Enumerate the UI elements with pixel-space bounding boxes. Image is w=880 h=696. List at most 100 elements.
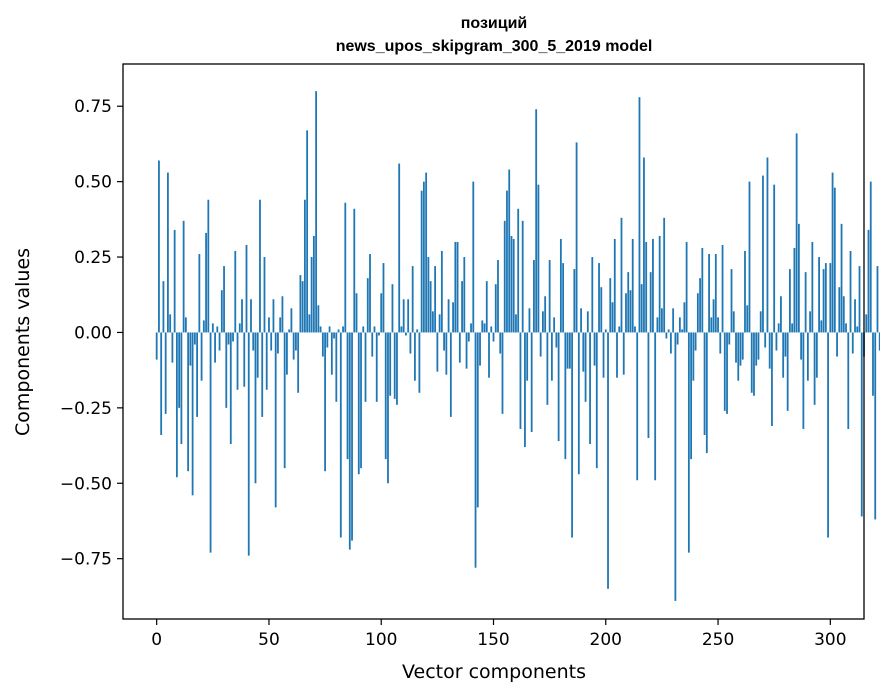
bar-295 xyxy=(818,257,820,333)
bar-109 xyxy=(400,326,403,333)
bar-266 xyxy=(753,332,755,396)
bar-151 xyxy=(494,284,497,333)
bar-225 xyxy=(661,308,663,333)
bar-31 xyxy=(225,332,228,408)
bar-9 xyxy=(175,332,178,478)
bar-188 xyxy=(577,332,580,475)
bar-303 xyxy=(836,332,838,357)
bar-211 xyxy=(629,290,632,333)
bar-16 xyxy=(191,332,194,496)
bar-44 xyxy=(254,332,257,484)
bar-51 xyxy=(270,332,273,351)
bar-194 xyxy=(591,257,594,333)
bar-4 xyxy=(164,332,167,414)
bar-36 xyxy=(236,332,239,390)
bar-10 xyxy=(178,332,181,408)
bar-190 xyxy=(582,332,585,372)
chart-title-line2: news_upos_skipgram_300_5_2019 model xyxy=(336,38,653,55)
bar-87 xyxy=(351,332,353,541)
bar-229 xyxy=(669,332,672,354)
bar-55 xyxy=(279,317,282,333)
bar-317 xyxy=(867,229,870,333)
bar-289 xyxy=(804,272,807,333)
bar-84 xyxy=(344,202,347,333)
bar-209 xyxy=(625,293,627,333)
bar-6 xyxy=(169,314,172,333)
bar-223 xyxy=(656,317,659,333)
bar-251 xyxy=(719,332,722,354)
bar-64 xyxy=(299,275,302,333)
bar-111 xyxy=(405,332,407,336)
bar-125 xyxy=(436,332,439,372)
bar-250 xyxy=(717,317,719,333)
bar-37 xyxy=(238,323,241,333)
bar-132 xyxy=(452,302,454,333)
bar-28 xyxy=(218,332,221,351)
bar-175 xyxy=(548,260,551,333)
bar-91 xyxy=(360,332,362,469)
bar-271 xyxy=(764,332,767,348)
bar-163 xyxy=(521,220,524,333)
bar-2 xyxy=(160,332,163,435)
bar-series xyxy=(155,91,880,601)
bar-150 xyxy=(492,332,495,342)
bar-162 xyxy=(519,332,522,429)
bar-305 xyxy=(840,223,843,333)
bar-145 xyxy=(481,320,484,333)
bar-232 xyxy=(676,332,679,345)
bar-176 xyxy=(550,332,553,381)
bar-122 xyxy=(429,281,432,333)
bar-285 xyxy=(795,133,798,333)
bar-214 xyxy=(636,332,639,481)
bar-172 xyxy=(542,311,544,333)
bar-108 xyxy=(398,163,401,333)
bar-124 xyxy=(434,266,437,333)
bar-73 xyxy=(319,326,322,333)
bar-155 xyxy=(503,220,506,333)
bar-281 xyxy=(786,332,789,411)
bar-178 xyxy=(555,332,558,348)
bar-0 xyxy=(155,332,158,360)
bar-307 xyxy=(845,323,847,333)
bar-219 xyxy=(647,332,650,439)
bar-248 xyxy=(712,299,715,333)
bar-20 xyxy=(200,332,203,381)
bar-288 xyxy=(802,332,805,429)
bar-239 xyxy=(692,332,695,381)
bar-126 xyxy=(438,314,441,333)
bar-134 xyxy=(456,241,459,333)
y-tick-label: 0.50 xyxy=(74,173,112,193)
bar-189 xyxy=(580,308,582,333)
bar-306 xyxy=(842,296,845,333)
bar-82 xyxy=(339,332,342,538)
bar-149 xyxy=(490,326,493,333)
bar-32 xyxy=(227,332,230,345)
bar-52 xyxy=(272,299,275,333)
bar-258 xyxy=(735,332,737,363)
bar-212 xyxy=(631,238,634,333)
bar-50 xyxy=(268,317,270,333)
bar-26 xyxy=(214,332,216,363)
bar-191 xyxy=(584,332,587,402)
bar-318 xyxy=(869,181,872,333)
bar-226 xyxy=(663,217,666,333)
bar-104 xyxy=(389,332,392,396)
bar-233 xyxy=(678,317,681,333)
bar-58 xyxy=(286,332,288,375)
bar-268 xyxy=(757,332,760,360)
bar-197 xyxy=(598,263,600,333)
bar-90 xyxy=(357,332,360,475)
bar-68 xyxy=(308,314,311,333)
bar-322 xyxy=(878,332,880,351)
bar-272 xyxy=(766,157,769,333)
bar-79 xyxy=(333,332,335,339)
bar-77 xyxy=(328,326,331,333)
bar-254 xyxy=(726,332,728,414)
bar-171 xyxy=(539,332,542,357)
bar-141 xyxy=(472,181,475,333)
bar-89 xyxy=(355,293,358,333)
bar-17 xyxy=(193,332,196,345)
bar-242 xyxy=(699,278,701,333)
bar-217 xyxy=(643,157,645,333)
